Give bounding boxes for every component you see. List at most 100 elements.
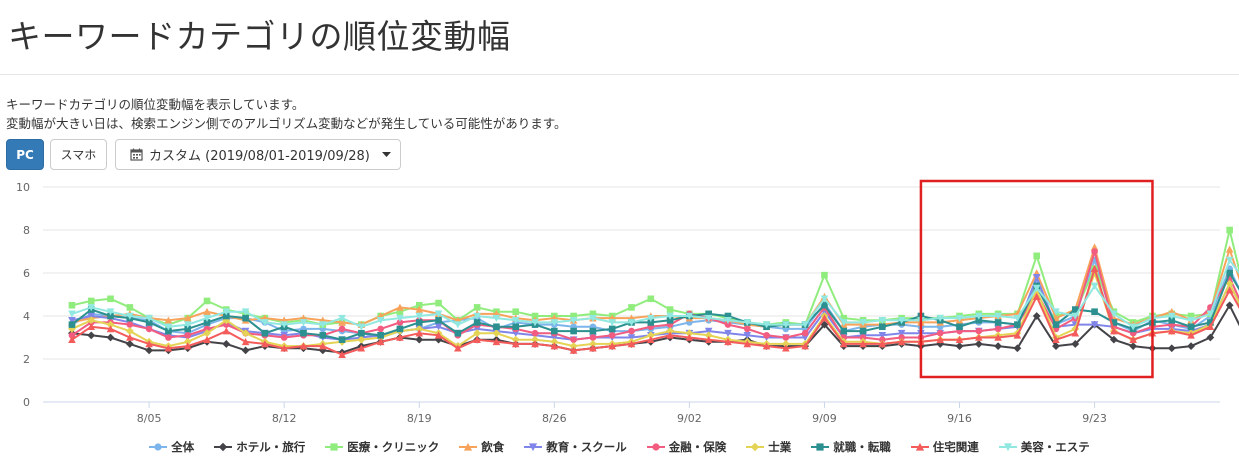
- marker: [782, 334, 790, 341]
- marker: [570, 312, 577, 320]
- legend-item[interactable]: 医療・クリニック: [325, 439, 439, 455]
- marker: [126, 333, 134, 341]
- marker: [145, 314, 153, 322]
- marker: [492, 338, 501, 346]
- legend-label: 美容・エステ: [1020, 440, 1090, 454]
- marker: [68, 332, 76, 339]
- marker: [1032, 292, 1041, 300]
- legend-item[interactable]: 飲食: [459, 439, 504, 455]
- marker: [473, 312, 481, 320]
- marker: [473, 329, 482, 338]
- marker: [646, 335, 655, 343]
- series-8: [68, 264, 1239, 358]
- marker: [222, 308, 231, 316]
- marker: [743, 319, 752, 327]
- marker: [261, 340, 269, 348]
- marker: [724, 338, 732, 346]
- legend-item[interactable]: ホテル・旅行: [214, 439, 305, 455]
- y-tick-label: 2: [23, 353, 30, 366]
- marker: [628, 304, 635, 311]
- marker: [859, 334, 867, 341]
- marker: [454, 321, 462, 329]
- marker: [106, 325, 115, 333]
- marker: [203, 297, 211, 305]
- marker: [473, 335, 481, 343]
- marker: [762, 321, 771, 329]
- y-tick-label: 8: [23, 224, 30, 237]
- marker: [550, 342, 559, 350]
- marker: [473, 304, 481, 311]
- legend-item[interactable]: 住宅関連: [910, 439, 979, 455]
- marker: [743, 340, 752, 348]
- marker: [318, 346, 327, 355]
- legend-label: 全体: [171, 440, 195, 454]
- marker: [68, 321, 76, 328]
- legend-label: 医療・クリニック: [347, 440, 440, 454]
- marker: [87, 312, 96, 320]
- marker: [589, 344, 597, 352]
- marker: [878, 340, 887, 348]
- marker: [68, 317, 76, 325]
- marker: [125, 327, 134, 335]
- marker: [589, 314, 597, 322]
- marker: [801, 342, 809, 350]
- marker: [801, 334, 809, 342]
- legend-item[interactable]: 就職・転職: [811, 439, 891, 455]
- marker: [1090, 243, 1099, 251]
- marker: [203, 335, 211, 343]
- marker: [338, 325, 346, 333]
- marker: [415, 335, 424, 344]
- marker: [511, 340, 520, 348]
- marker: [377, 332, 384, 339]
- marker: [184, 325, 192, 333]
- marker: [840, 314, 848, 322]
- x-tick-label: 9/02: [677, 412, 702, 425]
- marker: [396, 333, 404, 341]
- marker: [299, 319, 308, 327]
- legend-item[interactable]: 教育・スクール: [524, 439, 627, 455]
- marker: [106, 308, 115, 316]
- marker: [1090, 321, 1099, 329]
- marker: [1110, 310, 1118, 318]
- marker: [222, 340, 231, 348]
- marker: [666, 331, 674, 339]
- marker: [840, 327, 848, 335]
- legend-symbol: [998, 443, 1017, 452]
- legend-item[interactable]: 金融・保険: [646, 439, 726, 455]
- marker: [1187, 331, 1195, 339]
- marker: [415, 305, 424, 313]
- marker: [396, 308, 404, 315]
- marker: [589, 310, 597, 318]
- legend-item[interactable]: 全体: [149, 439, 194, 455]
- legend-label: ホテル・旅行: [236, 440, 306, 454]
- marker: [164, 344, 173, 352]
- date-range-dropdown[interactable]: カスタム (2019/08/01-2019/09/28): [115, 139, 401, 170]
- marker: [1187, 323, 1195, 331]
- marker: [820, 295, 829, 303]
- marker: [87, 331, 96, 340]
- marker: [415, 301, 423, 309]
- legend-item[interactable]: 士業: [746, 439, 791, 455]
- marker: [1013, 331, 1022, 339]
- marker: [511, 317, 520, 325]
- marker: [1225, 256, 1234, 264]
- marker: [1052, 335, 1060, 343]
- marker: [473, 325, 481, 333]
- marker: [878, 317, 887, 325]
- marker: [879, 323, 886, 331]
- marker: [126, 312, 134, 320]
- marker: [975, 333, 983, 341]
- pc-toggle-button[interactable]: PC: [6, 139, 44, 170]
- marker: [1013, 314, 1022, 322]
- marker: [222, 327, 231, 335]
- legend-item[interactable]: 美容・エステ: [998, 439, 1090, 455]
- marker: [242, 314, 249, 322]
- marker: [511, 329, 520, 337]
- marker: [512, 323, 520, 331]
- smartphone-toggle-button[interactable]: スマホ: [50, 139, 107, 170]
- marker: [164, 323, 173, 331]
- marker: [1187, 342, 1195, 350]
- marker: [338, 318, 346, 326]
- legend-label: 就職・転職: [833, 440, 891, 454]
- marker: [1187, 312, 1195, 320]
